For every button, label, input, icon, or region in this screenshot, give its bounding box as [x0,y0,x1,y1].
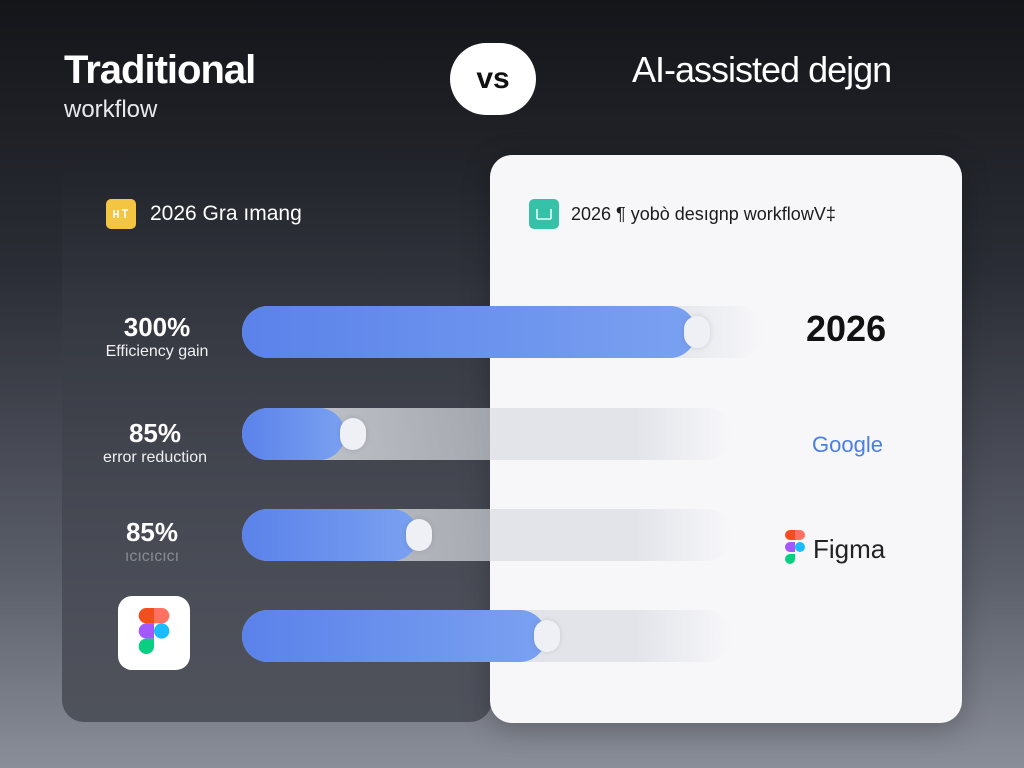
progress-bar-fill [242,408,345,460]
progress-bar-fill [242,610,546,662]
progress-bar-knob [534,620,560,652]
left-subtitle: workflow [64,96,158,123]
stat-value: 85% [128,418,182,448]
stat-value: 300% [123,312,191,342]
stat-label: Efficiency gain [105,343,209,360]
progress-bar-knob [340,418,366,450]
progress-bar [242,306,764,358]
right-panel-header-text: 2026 ¶ yobò desıgnp workflowV‡ [571,203,836,224]
google-label: Google [812,432,883,457]
teal-square-icon [529,199,559,229]
progress-bar [242,610,732,662]
stat-error-reduction: 85% error reduction [92,420,218,466]
figma-app-tile [118,596,190,670]
left-title: Traditional [64,48,256,92]
figma-logo-icon [785,530,805,569]
progress-bar-fill [242,509,418,561]
figma-logo-icon [138,607,170,659]
right-title: AI-assisted dejgn [632,49,892,90]
right-panel-header: 2026 ¶ yobò desıgnp workflowV‡ [529,199,836,229]
stat-label: error reduction [102,449,208,466]
progress-bar [242,408,732,460]
vs-badge: vs [450,43,536,115]
yellow-square-icon [106,199,136,229]
progress-bar [242,509,732,561]
left-panel-header-text: 2026 Gra ımang [150,202,302,225]
stat-third: 85% ıcıcıcıcı [104,519,200,565]
stat-label: ıcıcıcıcı [124,548,180,565]
progress-bar-knob [684,316,710,348]
stat-value: 85% [125,517,179,547]
left-panel-header: 2026 Gra ımang [106,199,302,229]
progress-bar-knob [406,519,432,551]
figma-brand: Figma [785,530,885,569]
year-label: 2026 [806,308,887,349]
progress-bar-fill [242,306,696,358]
stat-efficiency: 300% Efficiency gain [98,314,216,360]
figma-label: Figma [813,534,886,564]
